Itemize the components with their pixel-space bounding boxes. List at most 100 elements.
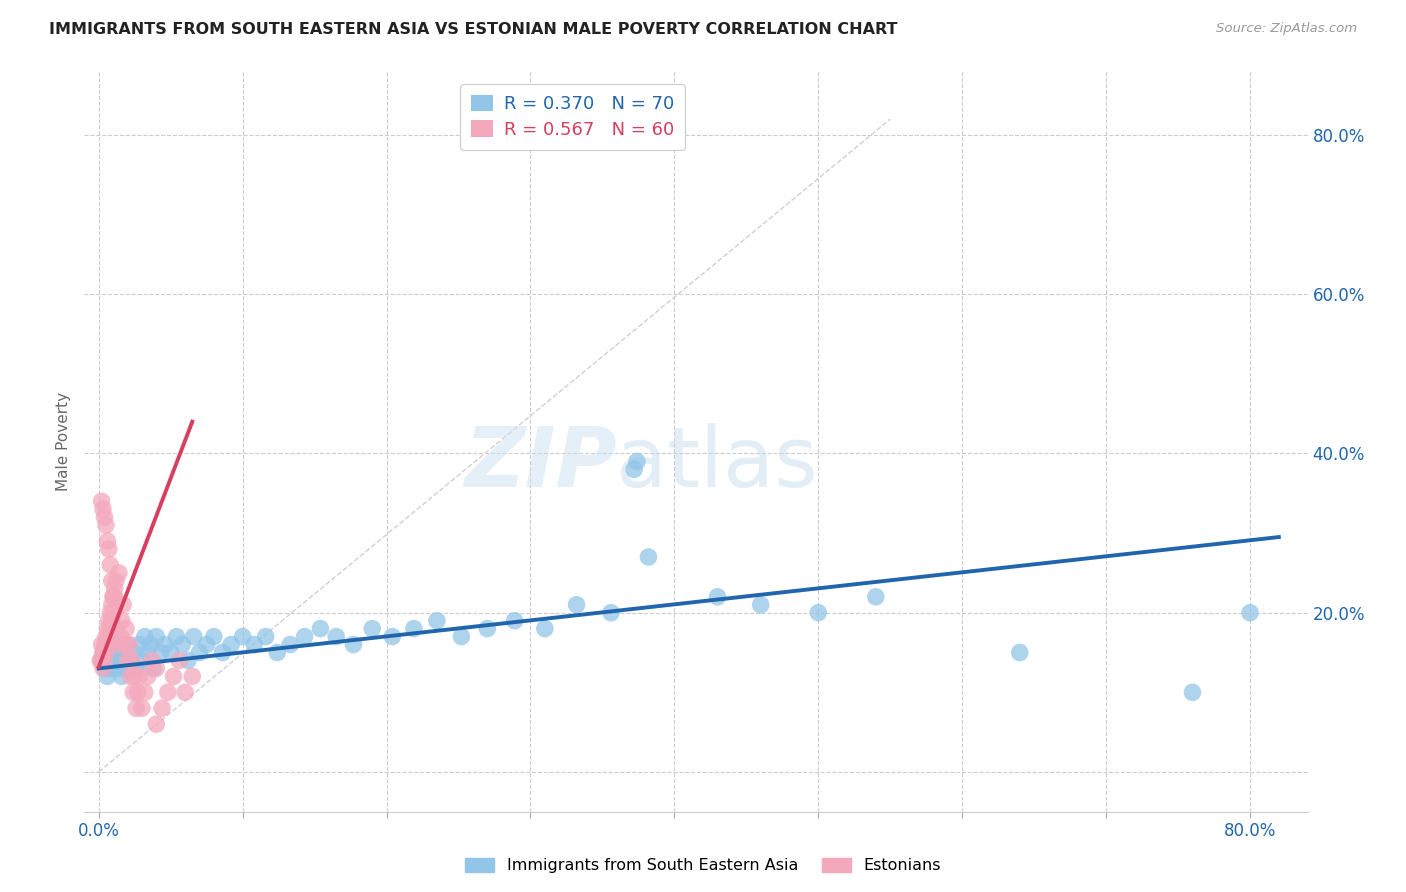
Point bbox=[177, 653, 200, 667]
Point bbox=[156, 685, 179, 699]
Point bbox=[91, 502, 114, 516]
Point bbox=[90, 638, 112, 652]
Point bbox=[107, 638, 129, 652]
Point bbox=[89, 653, 111, 667]
Point bbox=[120, 653, 142, 667]
Point bbox=[637, 549, 659, 564]
Point bbox=[93, 510, 115, 524]
Point bbox=[342, 638, 364, 652]
Point bbox=[426, 614, 449, 628]
Point bbox=[91, 646, 114, 660]
Point bbox=[100, 614, 122, 628]
Point bbox=[93, 661, 115, 675]
Point bbox=[325, 630, 347, 644]
Point bbox=[100, 661, 122, 675]
Point bbox=[706, 590, 728, 604]
Point bbox=[97, 541, 120, 556]
Point bbox=[98, 622, 121, 636]
Point bbox=[128, 638, 150, 652]
Point bbox=[450, 630, 472, 644]
Point bbox=[211, 646, 233, 660]
Point bbox=[121, 653, 143, 667]
Point bbox=[96, 622, 118, 636]
Point bbox=[111, 614, 134, 628]
Point bbox=[112, 598, 135, 612]
Point bbox=[115, 622, 138, 636]
Point bbox=[98, 653, 121, 667]
Point bbox=[111, 669, 134, 683]
Legend: R = 0.370   N = 70, R = 0.567   N = 60: R = 0.370 N = 70, R = 0.567 N = 60 bbox=[460, 84, 685, 150]
Point bbox=[131, 653, 153, 667]
Point bbox=[381, 630, 404, 644]
Point bbox=[96, 669, 118, 683]
Point bbox=[115, 661, 138, 675]
Point bbox=[865, 590, 887, 604]
Point bbox=[195, 638, 218, 652]
Point bbox=[402, 622, 425, 636]
Point bbox=[254, 630, 277, 644]
Point bbox=[94, 646, 117, 660]
Point bbox=[122, 646, 145, 660]
Point bbox=[134, 630, 156, 644]
Point bbox=[105, 574, 128, 588]
Point bbox=[141, 653, 163, 667]
Point bbox=[749, 598, 772, 612]
Point bbox=[94, 630, 117, 644]
Point bbox=[103, 653, 125, 667]
Point bbox=[139, 638, 162, 652]
Text: ZIP: ZIP bbox=[464, 423, 616, 504]
Point bbox=[127, 685, 149, 699]
Point bbox=[1008, 646, 1031, 660]
Point bbox=[120, 669, 142, 683]
Point bbox=[101, 590, 124, 604]
Point bbox=[101, 606, 124, 620]
Point bbox=[97, 614, 120, 628]
Point bbox=[361, 622, 384, 636]
Point bbox=[108, 566, 131, 580]
Text: IMMIGRANTS FROM SOUTH EASTERN ASIA VS ESTONIAN MALE POVERTY CORRELATION CHART: IMMIGRANTS FROM SOUTH EASTERN ASIA VS ES… bbox=[49, 22, 897, 37]
Point bbox=[150, 701, 173, 715]
Point bbox=[142, 661, 165, 675]
Point bbox=[97, 630, 120, 644]
Point bbox=[1239, 606, 1261, 620]
Point bbox=[103, 590, 125, 604]
Point bbox=[96, 534, 118, 549]
Point bbox=[101, 590, 124, 604]
Legend: Immigrants from South Eastern Asia, Estonians: Immigrants from South Eastern Asia, Esto… bbox=[458, 851, 948, 880]
Point bbox=[134, 685, 156, 699]
Point bbox=[117, 638, 139, 652]
Point bbox=[145, 717, 167, 731]
Point bbox=[90, 494, 112, 508]
Point bbox=[243, 638, 266, 652]
Point bbox=[90, 653, 112, 667]
Point bbox=[202, 630, 225, 644]
Point bbox=[807, 606, 830, 620]
Point bbox=[94, 518, 117, 533]
Point bbox=[94, 638, 117, 652]
Point bbox=[124, 669, 146, 683]
Point bbox=[97, 646, 120, 660]
Point bbox=[145, 661, 167, 675]
Point bbox=[93, 638, 115, 652]
Point bbox=[477, 622, 499, 636]
Point bbox=[108, 638, 131, 652]
Point bbox=[117, 653, 139, 667]
Point bbox=[172, 638, 194, 652]
Point bbox=[219, 638, 242, 652]
Point bbox=[114, 653, 136, 667]
Point bbox=[98, 558, 121, 572]
Point bbox=[110, 630, 132, 644]
Point bbox=[105, 646, 128, 660]
Point bbox=[309, 622, 332, 636]
Point bbox=[294, 630, 316, 644]
Point bbox=[266, 646, 288, 660]
Point bbox=[103, 582, 125, 596]
Point bbox=[188, 646, 211, 660]
Point bbox=[91, 661, 114, 675]
Point bbox=[623, 462, 645, 476]
Point bbox=[93, 653, 115, 667]
Point bbox=[174, 685, 197, 699]
Point bbox=[105, 622, 128, 636]
Point bbox=[125, 661, 148, 675]
Point bbox=[159, 646, 181, 660]
